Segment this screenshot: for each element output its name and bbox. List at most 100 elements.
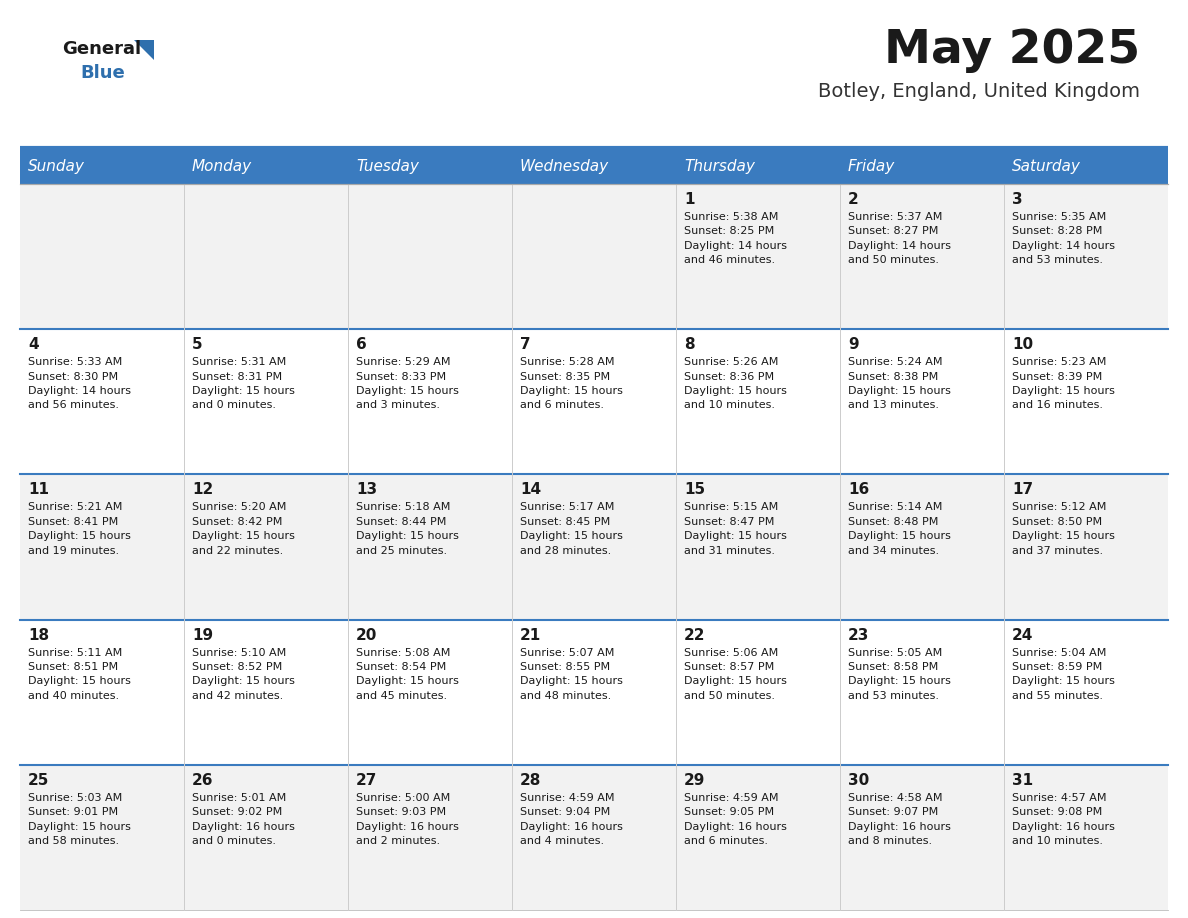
Text: 9: 9 bbox=[848, 337, 859, 353]
Text: Sunrise: 5:35 AM
Sunset: 8:28 PM
Daylight: 14 hours
and 53 minutes.: Sunrise: 5:35 AM Sunset: 8:28 PM Dayligh… bbox=[1012, 212, 1116, 265]
Bar bbox=[840, 184, 1004, 330]
Text: 2: 2 bbox=[848, 192, 859, 207]
Bar bbox=[1004, 620, 1168, 765]
Bar bbox=[20, 475, 184, 620]
Text: 31: 31 bbox=[1012, 773, 1034, 788]
Text: 15: 15 bbox=[684, 482, 706, 498]
Text: Tuesday: Tuesday bbox=[356, 159, 419, 174]
Text: Sunrise: 5:14 AM
Sunset: 8:48 PM
Daylight: 15 hours
and 34 minutes.: Sunrise: 5:14 AM Sunset: 8:48 PM Dayligh… bbox=[848, 502, 950, 555]
Bar bbox=[840, 330, 1004, 475]
Text: Blue: Blue bbox=[80, 64, 125, 82]
Text: Sunrise: 5:23 AM
Sunset: 8:39 PM
Daylight: 15 hours
and 16 minutes.: Sunrise: 5:23 AM Sunset: 8:39 PM Dayligh… bbox=[1012, 357, 1114, 410]
Text: Sunrise: 5:12 AM
Sunset: 8:50 PM
Daylight: 15 hours
and 37 minutes.: Sunrise: 5:12 AM Sunset: 8:50 PM Dayligh… bbox=[1012, 502, 1114, 555]
Bar bbox=[840, 148, 1004, 184]
Text: Sunrise: 5:28 AM
Sunset: 8:35 PM
Daylight: 15 hours
and 6 minutes.: Sunrise: 5:28 AM Sunset: 8:35 PM Dayligh… bbox=[520, 357, 623, 410]
Text: May 2025: May 2025 bbox=[884, 28, 1140, 73]
Bar bbox=[348, 765, 512, 910]
Bar bbox=[512, 475, 676, 620]
Text: Sunrise: 5:17 AM
Sunset: 8:45 PM
Daylight: 15 hours
and 28 minutes.: Sunrise: 5:17 AM Sunset: 8:45 PM Dayligh… bbox=[520, 502, 623, 555]
Bar bbox=[512, 148, 676, 184]
Text: 18: 18 bbox=[29, 628, 49, 643]
Text: Monday: Monday bbox=[192, 159, 252, 174]
Bar bbox=[20, 148, 184, 184]
Text: Sunrise: 5:07 AM
Sunset: 8:55 PM
Daylight: 15 hours
and 48 minutes.: Sunrise: 5:07 AM Sunset: 8:55 PM Dayligh… bbox=[520, 647, 623, 700]
Text: 12: 12 bbox=[192, 482, 214, 498]
Text: Sunrise: 5:03 AM
Sunset: 9:01 PM
Daylight: 15 hours
and 58 minutes.: Sunrise: 5:03 AM Sunset: 9:01 PM Dayligh… bbox=[29, 793, 131, 846]
Bar bbox=[348, 475, 512, 620]
Text: Wednesday: Wednesday bbox=[520, 159, 609, 174]
Text: Sunrise: 5:06 AM
Sunset: 8:57 PM
Daylight: 15 hours
and 50 minutes.: Sunrise: 5:06 AM Sunset: 8:57 PM Dayligh… bbox=[684, 647, 786, 700]
Text: Sunrise: 5:00 AM
Sunset: 9:03 PM
Daylight: 16 hours
and 2 minutes.: Sunrise: 5:00 AM Sunset: 9:03 PM Dayligh… bbox=[356, 793, 459, 846]
Bar bbox=[348, 620, 512, 765]
Text: 21: 21 bbox=[520, 628, 542, 643]
Text: 30: 30 bbox=[848, 773, 870, 788]
Text: 13: 13 bbox=[356, 482, 377, 498]
Bar bbox=[840, 475, 1004, 620]
Bar bbox=[348, 330, 512, 475]
Text: 4: 4 bbox=[29, 337, 39, 353]
Bar bbox=[20, 184, 184, 330]
Bar bbox=[348, 184, 512, 330]
Bar bbox=[840, 765, 1004, 910]
Text: General: General bbox=[62, 40, 141, 58]
Bar bbox=[184, 765, 348, 910]
Bar bbox=[184, 475, 348, 620]
Bar bbox=[20, 620, 184, 765]
Text: Sunrise: 5:18 AM
Sunset: 8:44 PM
Daylight: 15 hours
and 25 minutes.: Sunrise: 5:18 AM Sunset: 8:44 PM Dayligh… bbox=[356, 502, 459, 555]
Text: Sunrise: 5:24 AM
Sunset: 8:38 PM
Daylight: 15 hours
and 13 minutes.: Sunrise: 5:24 AM Sunset: 8:38 PM Dayligh… bbox=[848, 357, 950, 410]
Bar bbox=[512, 330, 676, 475]
Text: 5: 5 bbox=[192, 337, 203, 353]
Bar bbox=[1004, 330, 1168, 475]
Text: Sunrise: 5:01 AM
Sunset: 9:02 PM
Daylight: 16 hours
and 0 minutes.: Sunrise: 5:01 AM Sunset: 9:02 PM Dayligh… bbox=[192, 793, 295, 846]
Bar bbox=[184, 620, 348, 765]
Text: Saturday: Saturday bbox=[1012, 159, 1081, 174]
Text: 1: 1 bbox=[684, 192, 695, 207]
Text: Friday: Friday bbox=[848, 159, 896, 174]
Bar bbox=[1004, 475, 1168, 620]
Text: Sunrise: 5:29 AM
Sunset: 8:33 PM
Daylight: 15 hours
and 3 minutes.: Sunrise: 5:29 AM Sunset: 8:33 PM Dayligh… bbox=[356, 357, 459, 410]
Text: Sunrise: 4:58 AM
Sunset: 9:07 PM
Daylight: 16 hours
and 8 minutes.: Sunrise: 4:58 AM Sunset: 9:07 PM Dayligh… bbox=[848, 793, 950, 846]
Text: 28: 28 bbox=[520, 773, 542, 788]
Bar bbox=[348, 148, 512, 184]
Text: 16: 16 bbox=[848, 482, 870, 498]
Text: 8: 8 bbox=[684, 337, 695, 353]
Text: Sunrise: 5:37 AM
Sunset: 8:27 PM
Daylight: 14 hours
and 50 minutes.: Sunrise: 5:37 AM Sunset: 8:27 PM Dayligh… bbox=[848, 212, 952, 265]
Text: Sunrise: 5:10 AM
Sunset: 8:52 PM
Daylight: 15 hours
and 42 minutes.: Sunrise: 5:10 AM Sunset: 8:52 PM Dayligh… bbox=[192, 647, 295, 700]
Bar bbox=[676, 765, 840, 910]
Text: 22: 22 bbox=[684, 628, 706, 643]
Bar bbox=[676, 330, 840, 475]
Text: Sunrise: 5:31 AM
Sunset: 8:31 PM
Daylight: 15 hours
and 0 minutes.: Sunrise: 5:31 AM Sunset: 8:31 PM Dayligh… bbox=[192, 357, 295, 410]
Text: Sunrise: 5:26 AM
Sunset: 8:36 PM
Daylight: 15 hours
and 10 minutes.: Sunrise: 5:26 AM Sunset: 8:36 PM Dayligh… bbox=[684, 357, 786, 410]
Text: Sunrise: 5:08 AM
Sunset: 8:54 PM
Daylight: 15 hours
and 45 minutes.: Sunrise: 5:08 AM Sunset: 8:54 PM Dayligh… bbox=[356, 647, 459, 700]
Text: Sunrise: 4:59 AM
Sunset: 9:04 PM
Daylight: 16 hours
and 4 minutes.: Sunrise: 4:59 AM Sunset: 9:04 PM Dayligh… bbox=[520, 793, 623, 846]
Bar bbox=[840, 620, 1004, 765]
Text: 23: 23 bbox=[848, 628, 870, 643]
Text: 11: 11 bbox=[29, 482, 49, 498]
Text: 24: 24 bbox=[1012, 628, 1034, 643]
Bar bbox=[512, 620, 676, 765]
Text: Sunrise: 5:38 AM
Sunset: 8:25 PM
Daylight: 14 hours
and 46 minutes.: Sunrise: 5:38 AM Sunset: 8:25 PM Dayligh… bbox=[684, 212, 786, 265]
Bar bbox=[676, 475, 840, 620]
Bar bbox=[20, 330, 184, 475]
Text: Sunrise: 5:05 AM
Sunset: 8:58 PM
Daylight: 15 hours
and 53 minutes.: Sunrise: 5:05 AM Sunset: 8:58 PM Dayligh… bbox=[848, 647, 950, 700]
Text: Thursday: Thursday bbox=[684, 159, 754, 174]
Text: Sunrise: 5:11 AM
Sunset: 8:51 PM
Daylight: 15 hours
and 40 minutes.: Sunrise: 5:11 AM Sunset: 8:51 PM Dayligh… bbox=[29, 647, 131, 700]
Text: 6: 6 bbox=[356, 337, 367, 353]
Bar bbox=[512, 184, 676, 330]
Bar bbox=[1004, 765, 1168, 910]
Text: 25: 25 bbox=[29, 773, 50, 788]
Text: Sunrise: 4:59 AM
Sunset: 9:05 PM
Daylight: 16 hours
and 6 minutes.: Sunrise: 4:59 AM Sunset: 9:05 PM Dayligh… bbox=[684, 793, 786, 846]
Text: 19: 19 bbox=[192, 628, 213, 643]
Text: 20: 20 bbox=[356, 628, 378, 643]
Text: Sunday: Sunday bbox=[29, 159, 84, 174]
Text: Sunrise: 5:33 AM
Sunset: 8:30 PM
Daylight: 14 hours
and 56 minutes.: Sunrise: 5:33 AM Sunset: 8:30 PM Dayligh… bbox=[29, 357, 131, 410]
Text: Sunrise: 4:57 AM
Sunset: 9:08 PM
Daylight: 16 hours
and 10 minutes.: Sunrise: 4:57 AM Sunset: 9:08 PM Dayligh… bbox=[1012, 793, 1114, 846]
Bar bbox=[1004, 184, 1168, 330]
Text: 7: 7 bbox=[520, 337, 531, 353]
Bar bbox=[184, 148, 348, 184]
Bar bbox=[512, 765, 676, 910]
Bar bbox=[1004, 148, 1168, 184]
Text: Botley, England, United Kingdom: Botley, England, United Kingdom bbox=[819, 82, 1140, 101]
Text: Sunrise: 5:04 AM
Sunset: 8:59 PM
Daylight: 15 hours
and 55 minutes.: Sunrise: 5:04 AM Sunset: 8:59 PM Dayligh… bbox=[1012, 647, 1114, 700]
Text: 10: 10 bbox=[1012, 337, 1034, 353]
